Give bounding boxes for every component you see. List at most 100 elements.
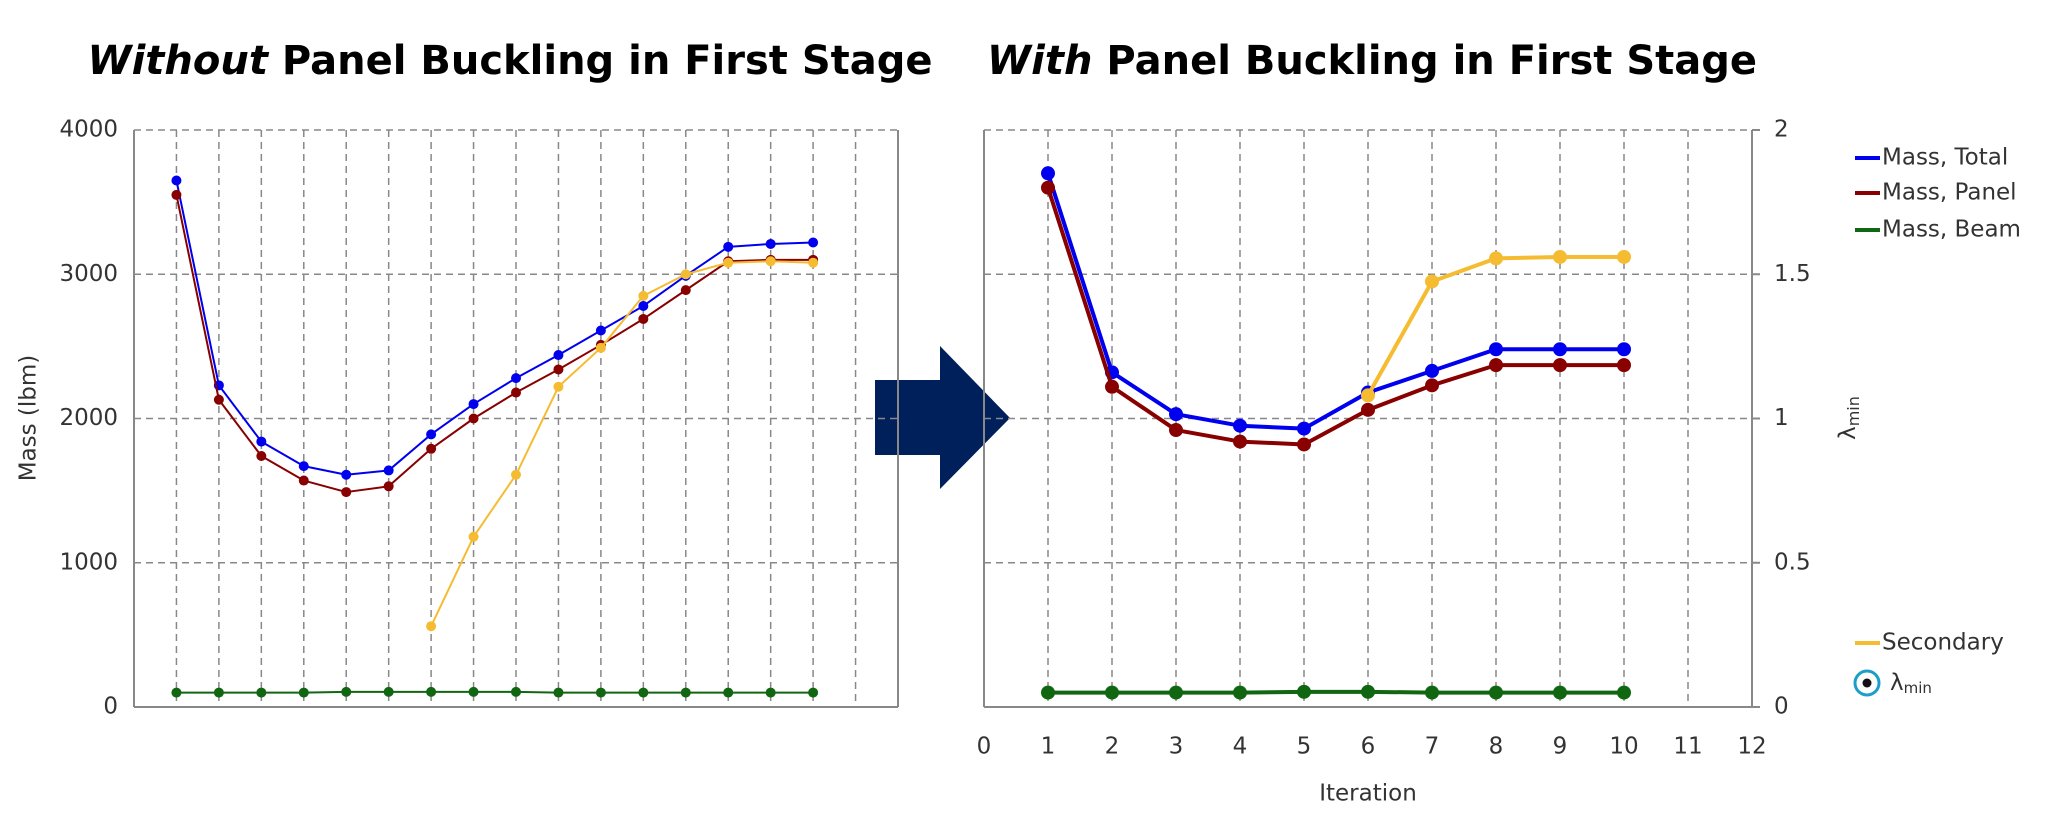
x-tick-label: 4 [1233,734,1248,760]
data-point [595,325,606,336]
title-space [1092,38,1106,84]
data-point [1425,363,1439,378]
y2-label-symbol: λ [1835,426,1861,440]
data-point [426,621,437,632]
data-point [426,429,437,440]
series-line [1046,187,1624,447]
data-point [1041,166,1055,181]
data-point [171,189,182,200]
data-point [553,364,564,375]
data-point [1233,434,1247,449]
y2-axis-label: λmin [1835,396,1863,440]
data-point [383,465,394,476]
data-point [808,257,819,268]
data-point [723,241,734,252]
data-point [213,394,224,405]
data-point [1105,685,1119,700]
data-point [1425,274,1439,289]
data-point [341,487,352,498]
data-point [638,313,649,324]
series-line [175,194,814,494]
data-point [1617,358,1631,373]
data-point [1233,418,1247,433]
data-point [1105,379,1119,394]
data-point [1425,378,1439,393]
data-point [1489,251,1503,266]
data-point [1297,684,1311,699]
y-tick-label: 1000 [59,549,118,575]
data-point [511,686,521,697]
data-point [511,387,521,398]
data-point [723,257,734,268]
x-tick-label: 7 [1425,734,1440,760]
y2-tick-label: 0 [1774,694,1789,720]
y-tick-label: 4000 [59,117,118,143]
data-point [1489,342,1503,357]
x-tick-label: 11 [1673,734,1702,760]
data-point [1553,685,1567,700]
data-point [723,687,734,698]
x-tick-label: 10 [1609,734,1638,760]
data-point [553,381,564,392]
y2-label-subscript: min [1844,396,1863,426]
data-point [680,269,691,280]
data-point [1617,249,1631,264]
data-point [426,686,437,697]
legend-label: Mass, Beam [1882,217,2021,243]
data-point [1297,421,1311,436]
legend-label: λmin [1890,670,1932,697]
data-point [298,461,309,472]
data-point [1361,402,1375,417]
legend-label: Mass, Panel [1882,180,2017,206]
data-point [511,373,521,384]
data-point [256,436,267,447]
arrow [875,346,1010,489]
data-point [1425,685,1439,700]
data-point [553,350,564,361]
y2-tick-label: 1.5 [1774,261,1811,287]
y-tick-label: 0 [103,694,118,720]
y2-tick-label: 1 [1774,405,1789,431]
data-point [808,687,819,698]
data-point [1297,437,1311,452]
x-tick-label: 2 [1105,734,1120,760]
x-tick-label: 3 [1169,734,1184,760]
data-point [468,413,479,424]
data-point [1169,423,1183,438]
x-tick-label: 8 [1489,734,1504,760]
data-point [638,290,649,301]
y2-tick-label: 0.5 [1774,549,1811,575]
data-point [256,687,267,698]
x-tick-label: 12 [1737,734,1766,760]
data-point [1617,685,1631,700]
data-point [426,443,437,454]
data-point [1553,249,1567,264]
title-text: Panel Buckling in First Stage [282,38,933,84]
data-point [1553,358,1567,373]
series-line [430,260,814,627]
series-line [176,690,814,694]
x-tick-label: 1 [1041,734,1056,760]
data-point [808,237,819,248]
data-point [1361,684,1375,699]
x-axis-label: Iteration [1319,781,1417,807]
data-point [680,285,691,296]
data-point [595,687,606,698]
x-tick-label: 0 [977,734,992,760]
data-point [553,687,564,698]
data-point [256,451,267,462]
data-point [1233,685,1247,700]
data-point [468,686,479,697]
data-point [171,687,182,698]
y-axis-label: Mass (lbm) [16,355,42,482]
legend-label: Secondary [1882,630,2004,656]
data-point [511,469,521,480]
data-point [638,300,649,311]
data-point [765,687,776,698]
series-line [1046,172,1624,431]
data-point [1041,685,1055,700]
title-emphasis: Without [87,38,269,84]
data-point [1361,388,1375,403]
data-point [638,687,649,698]
